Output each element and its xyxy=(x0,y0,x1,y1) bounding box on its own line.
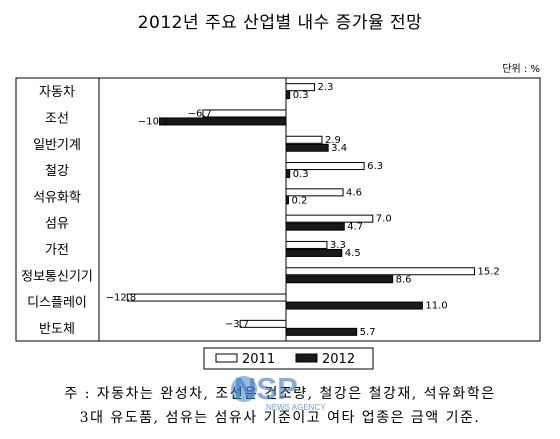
category-label: 일반기계 xyxy=(33,138,81,153)
bar-2012-3 xyxy=(285,170,291,179)
bar-2012-4 xyxy=(285,196,289,205)
value-label: 0.3 xyxy=(293,169,309,180)
category-label: 디스플레이 xyxy=(27,296,87,311)
value-label: 11.0 xyxy=(425,301,447,312)
bar-2011-1 xyxy=(202,109,287,118)
bar-2011-3 xyxy=(285,162,365,171)
footnote-line-2: 3대 유도품, 섬유는 섬유사 기준이고 여타 업종은 금액 기준. xyxy=(79,410,481,426)
legend-label-2012: 2012 xyxy=(322,352,355,367)
value-label: 2.9 xyxy=(325,135,341,146)
bar-2011-0 xyxy=(285,83,316,92)
unit-label: 단위 : % xyxy=(502,62,540,75)
category-label: 정보통신기기 xyxy=(21,269,93,284)
category-label: 가전 xyxy=(45,243,69,258)
bars xyxy=(126,83,475,336)
category-label: 조선 xyxy=(45,111,69,126)
value-label: 4.6 xyxy=(346,187,362,198)
bar-2011-4 xyxy=(285,188,344,197)
bar-2012-8 xyxy=(285,301,423,310)
plot-frame xyxy=(15,77,541,342)
value-label: 4.5 xyxy=(345,248,361,259)
bar-2011-7 xyxy=(285,267,475,276)
bar-2012-7 xyxy=(285,275,394,284)
value-label: −6.7 xyxy=(188,108,212,119)
legend-frame xyxy=(203,347,374,370)
footnote-line-1: 주 : 자동차는 완성차, 조선은 건조량, 철강은 철강재, 석유화학은 xyxy=(64,386,496,402)
watermark-logo: NSP NEWS AGENCY xyxy=(231,371,326,412)
value-label: 7.0 xyxy=(376,214,392,225)
watermark-text: NSP xyxy=(234,371,298,406)
bar-2012-5 xyxy=(285,222,345,231)
bar-2012-2 xyxy=(285,143,329,152)
bar-2011-2 xyxy=(285,135,323,144)
bar-2012-6 xyxy=(285,248,343,257)
value-label: −3.7 xyxy=(225,319,249,330)
watermark-subtext: NEWS AGENCY xyxy=(266,403,326,412)
bar-2011-6 xyxy=(285,240,328,249)
value-label: −12.8 xyxy=(106,293,137,304)
bar-2012-9 xyxy=(285,327,358,336)
category-label: 반도체 xyxy=(39,322,75,337)
value-label: 8.6 xyxy=(396,274,412,285)
chart-title: 2012년 주요 산업별 내수 증가율 전망 xyxy=(137,13,423,33)
bar-2012-1 xyxy=(159,117,287,126)
category-label: 자동차 xyxy=(39,85,75,100)
footnote: 주 : 자동차는 완성차, 조선은 건조량, 철강은 철강재, 석유화학은 3대… xyxy=(0,382,560,430)
value-label: −10.2 xyxy=(138,116,169,127)
category-label: 철강 xyxy=(45,164,69,179)
value-label: 3.3 xyxy=(330,240,346,251)
legend-label-2011: 2011 xyxy=(242,352,275,367)
bar-2011-9 xyxy=(239,319,287,328)
value-label: 6.3 xyxy=(367,161,383,172)
value-label: 0.2 xyxy=(291,195,307,206)
category-label: 섬유 xyxy=(45,217,69,232)
bar-2011-8 xyxy=(126,293,287,302)
bar-2012-0 xyxy=(285,91,291,100)
bar-2011-5 xyxy=(285,214,374,223)
legend: 2011 2012 xyxy=(203,347,374,370)
value-labels: 2.3 0.3 −6.7 −10.2 2.93.4 6.3 0.3 4.6 0.2 7.0 4.73… xyxy=(106,82,500,338)
value-label: 15.2 xyxy=(477,266,499,277)
watermark-globe xyxy=(231,376,257,402)
value-label: 2.3 xyxy=(318,82,334,93)
value-label: 5.7 xyxy=(360,327,376,338)
legend-swatch-2012 xyxy=(295,353,318,363)
value-label: 3.4 xyxy=(331,143,347,154)
legend-swatch-2011 xyxy=(215,353,238,363)
value-label: 4.7 xyxy=(347,222,363,233)
category-label: 석유화학 xyxy=(33,190,81,205)
value-label: 0.3 xyxy=(293,90,309,101)
